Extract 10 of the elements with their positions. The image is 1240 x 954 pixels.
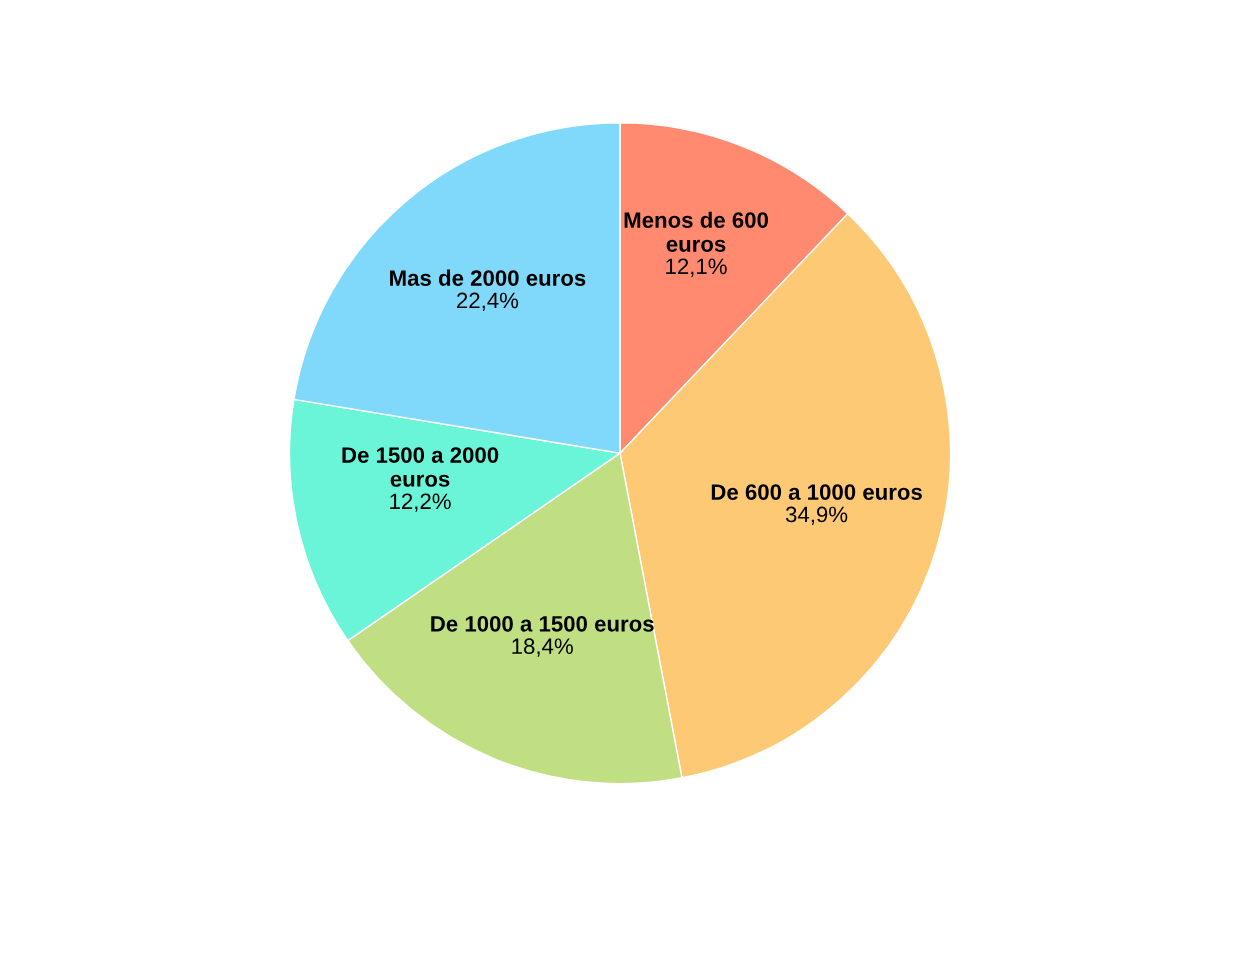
slice-label: De 1000 a 1500 euros	[431, 615, 654, 632]
data-label: 34,9%	[785, 506, 848, 525]
slice-label: Menos de 600 euros	[624, 211, 768, 252]
data-label: 18,4%	[512, 638, 573, 657]
data-label: 12,1%	[666, 258, 727, 277]
slice-label: De 1500 a 2000 euros	[342, 447, 499, 487]
slice-label: Mas de 2000 euros	[390, 269, 586, 286]
data-label: 22,4%	[457, 292, 519, 311]
slice-label: De 600 a 1000 euros	[711, 484, 922, 500]
data-label: 12,2%	[390, 493, 451, 512]
